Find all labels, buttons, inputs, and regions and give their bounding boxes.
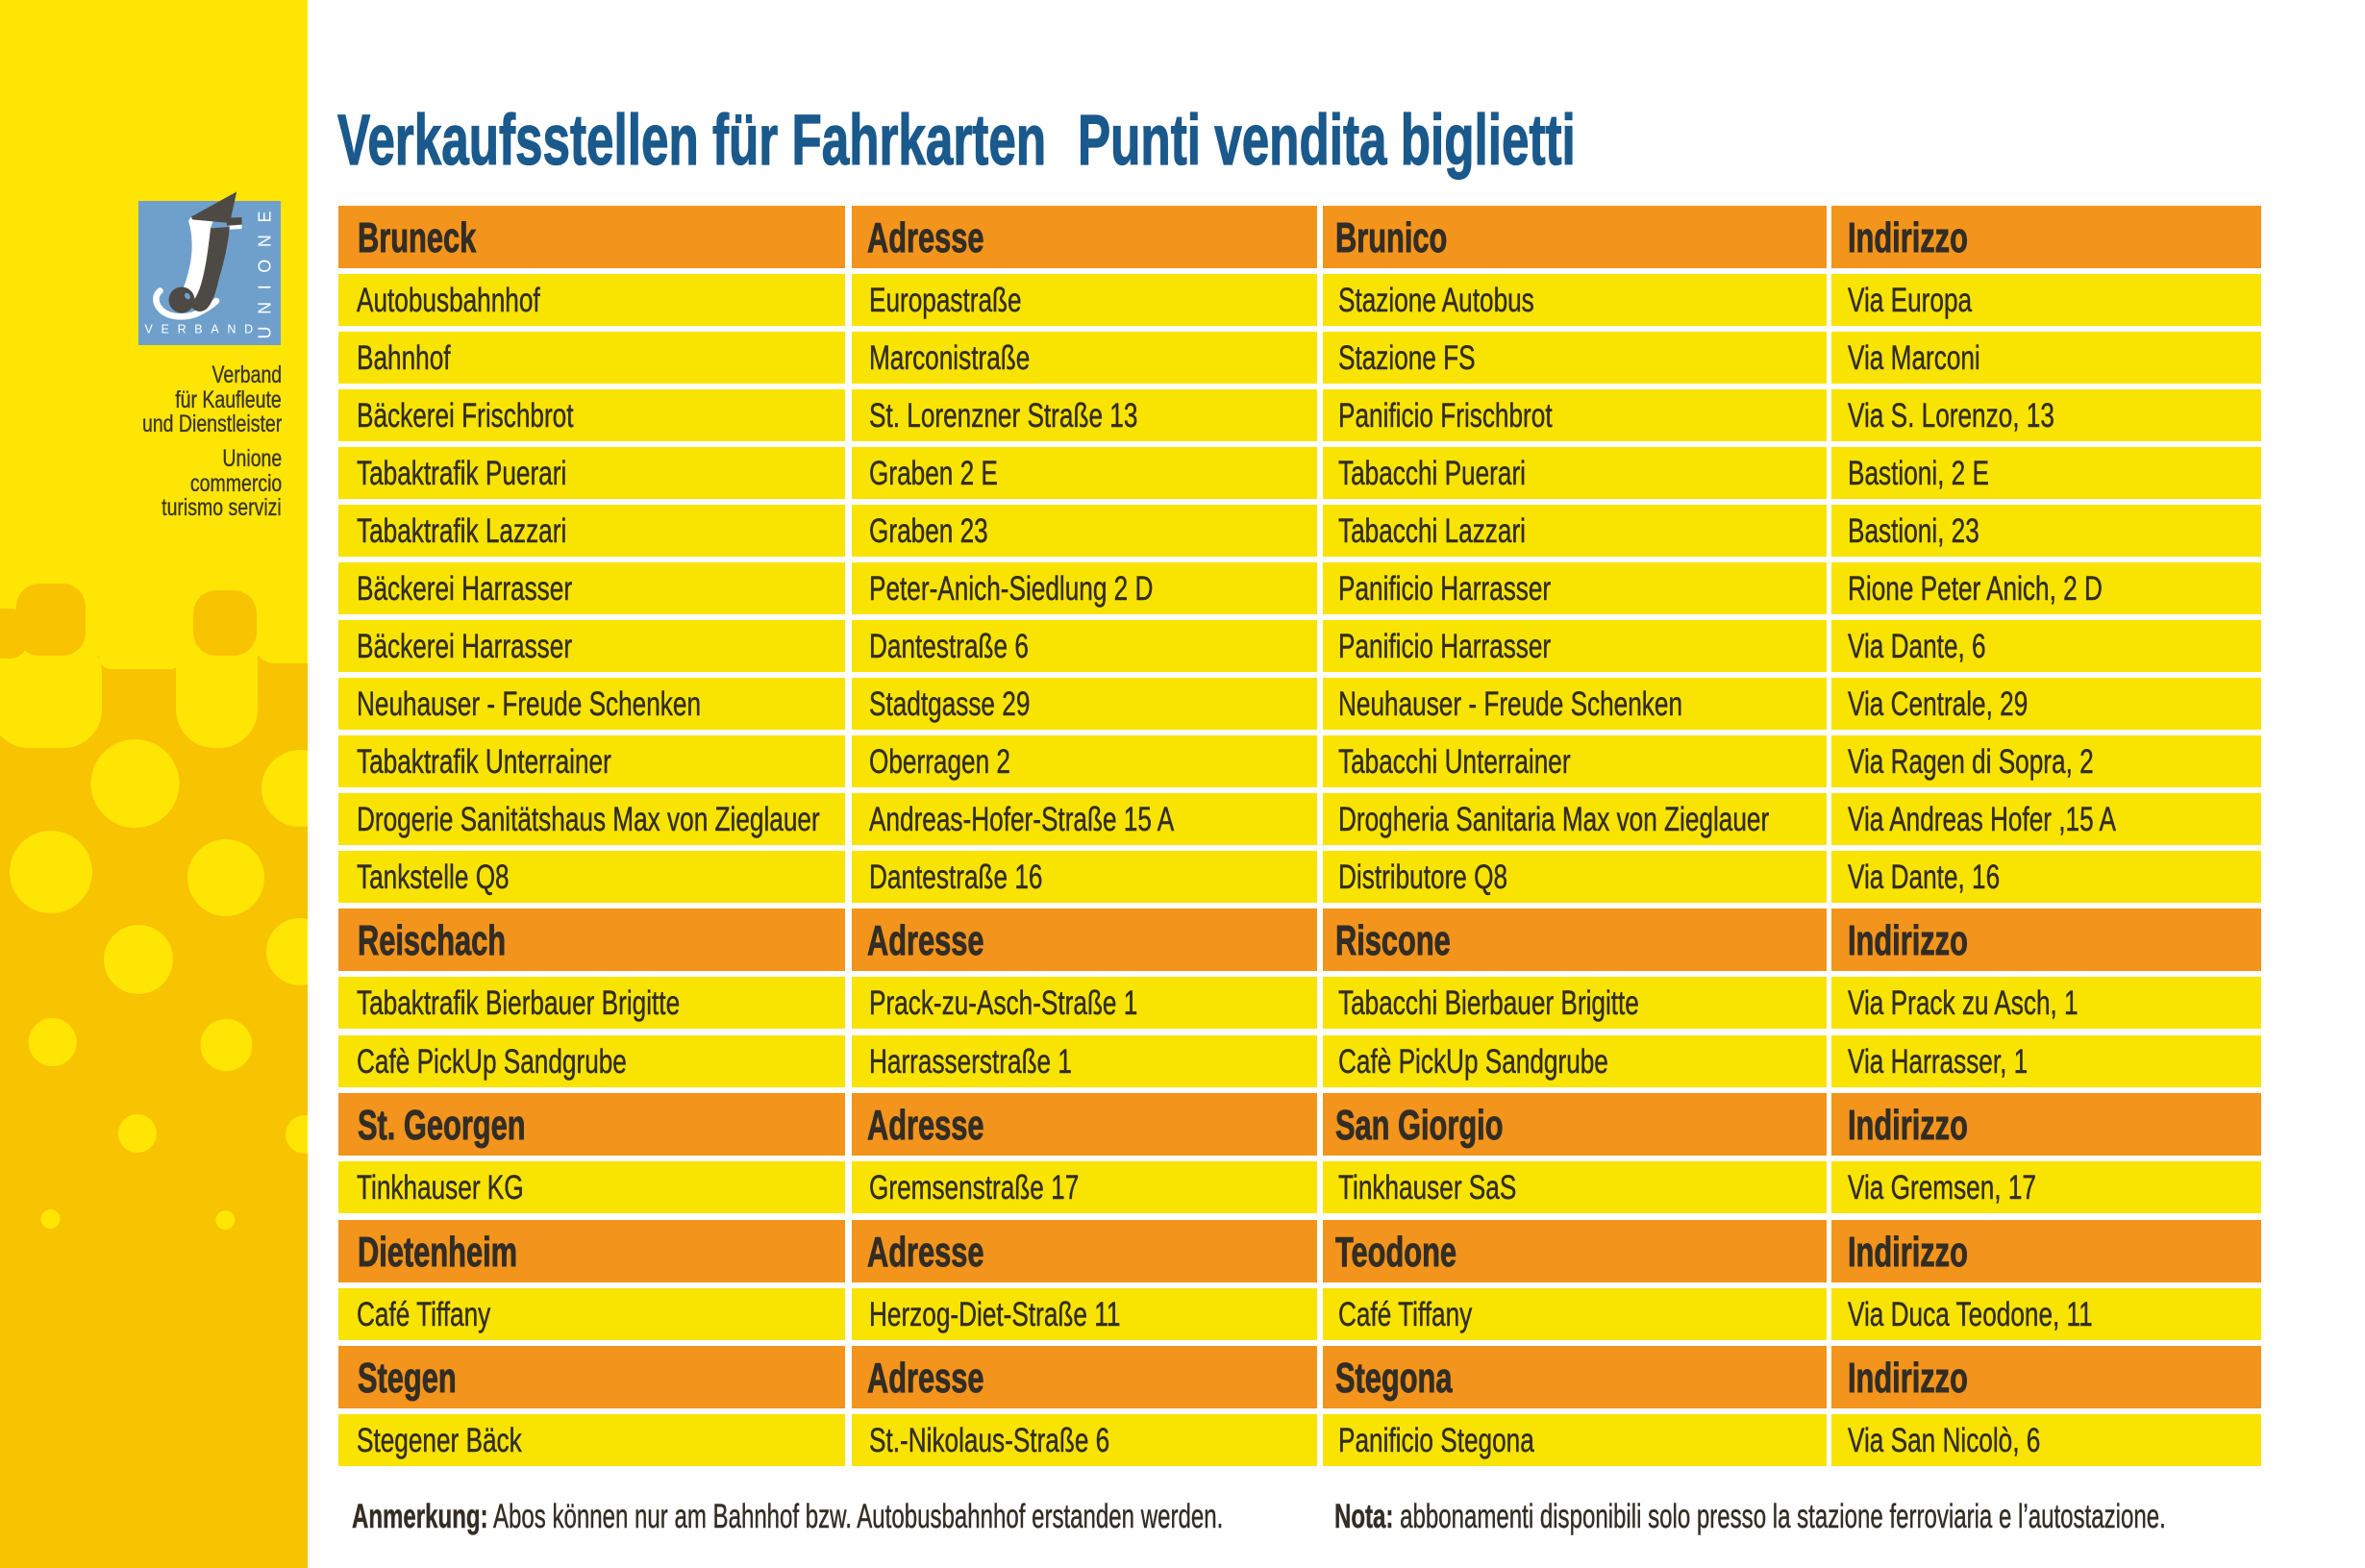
svg-text:VERBAND: VERBAND [145,323,261,336]
svg-text:UNIONE: UNIONE [256,199,275,339]
